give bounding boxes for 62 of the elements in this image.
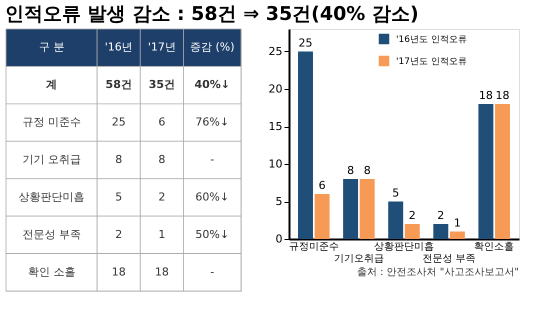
bar [388,202,404,239]
source-note: 출처 : 안전조사처 "사고조사보고서" [356,267,519,278]
text: 35건 [148,78,176,92]
text: 6 [158,116,166,129]
text: 2 [158,190,166,204]
text: 76%↓ [195,116,230,129]
data-label: 8 [347,164,354,177]
bar [360,179,375,239]
text: '16년 [104,40,133,54]
text: 규정 미준수 [22,116,81,129]
x-tick-label: 기기오취급 [334,254,384,264]
y-tick-label: 20 [268,82,282,96]
text: 1 [158,228,166,241]
text: - [210,153,214,166]
text: 전문성 부족 [22,228,81,241]
data-label: 8 [364,164,371,177]
data-label: 25 [298,36,312,50]
text: - [210,265,214,278]
text: 구 분 [38,40,64,54]
data-label: 5 [392,186,400,200]
text: 18 [112,265,126,278]
text: 50%↓ [195,228,230,241]
data-label: 2 [437,209,444,222]
text: 인적오류 발생 감소 : 58건 ⇒ 35건(40% 감소) [5,3,419,26]
x-tick-label: 상황판단미흡 [374,242,434,252]
text: '17년 [148,40,176,54]
text: 계 [46,78,58,92]
text: 8 [115,153,122,166]
text: 40%↓ [194,78,230,92]
data-label: 1 [454,216,461,230]
text: 25 [112,116,126,129]
bar [433,224,448,239]
x-tick-label: 규정미준수 [288,242,339,252]
y-tick-label: 0 [276,232,282,246]
bar [478,104,494,239]
text: 기기 오취급 [22,153,81,166]
y-tick-label: 15 [268,120,282,133]
text: 5 [115,190,122,204]
bar [314,194,330,239]
bar [343,179,358,239]
y-tick-label: 10 [268,158,282,170]
y-tick-label: 5 [276,195,282,208]
data-label: 18 [478,89,493,102]
bar [298,52,313,239]
text: 상황판단미흡 [18,190,85,204]
data-label: 6 [318,179,326,192]
legend-label: '16년도 인적오류 [396,35,467,45]
data-label: 18 [496,89,510,102]
x-tick-label: 확인소홀 [474,242,514,252]
text: 18 [154,265,169,278]
bar [495,104,510,239]
data-label: 2 [408,209,416,222]
text: 8 [158,153,166,166]
legend-label: '17년도 인적오류 [396,57,467,67]
bar [404,224,420,239]
text: 증감 (%) [190,40,234,54]
text: 60%↓ [195,190,230,204]
y-tick-label: 25 [268,45,282,58]
text: 58건 [106,78,132,92]
bar [450,232,465,239]
text: 2 [115,228,122,241]
text: 확인 소홀 [28,265,76,278]
